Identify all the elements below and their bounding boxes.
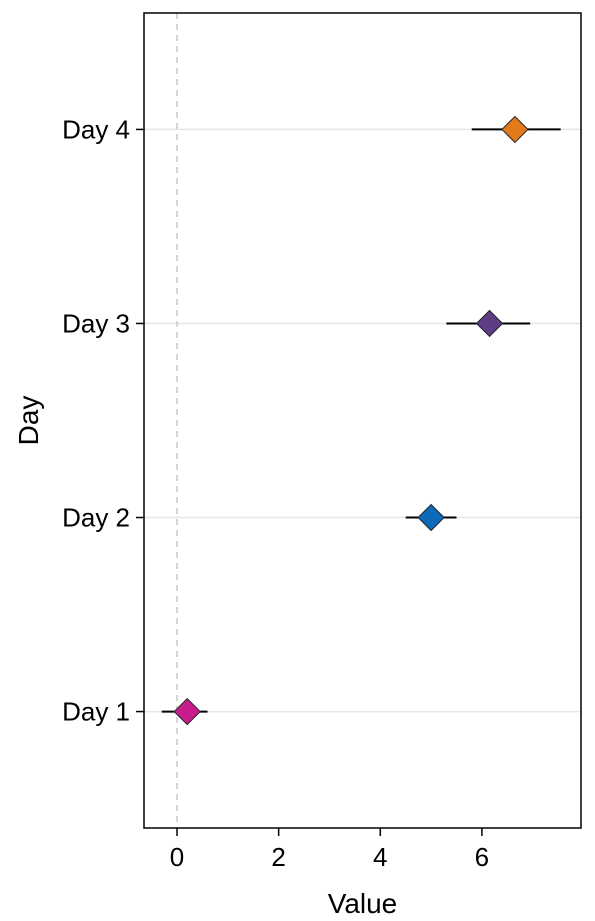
x-tick-label-2: 2 <box>271 842 285 872</box>
x-axis-title: Value <box>328 888 398 919</box>
y-tick-label-day-1: Day 1 <box>62 697 130 727</box>
y-tick-label-day-3: Day 3 <box>62 308 130 338</box>
axes-layer: 0 2 4 6 Day 1 Day 2 Day 3 Day 4 <box>62 114 489 872</box>
y-axis-title: Day <box>13 396 44 446</box>
y-tick-label-day-4: Day 4 <box>62 114 130 144</box>
point-day-4 <box>502 116 528 142</box>
x-tick-label-4: 4 <box>373 842 387 872</box>
x-tick-label-6: 6 <box>475 842 489 872</box>
x-tick-label-0: 0 <box>170 842 184 872</box>
grid-layer <box>144 129 581 711</box>
point-day-3 <box>477 310 503 336</box>
marks-layer <box>162 116 561 724</box>
y-tick-label-day-2: Day 2 <box>62 503 130 533</box>
point-day-1 <box>174 699 200 725</box>
point-day-2 <box>418 505 444 531</box>
